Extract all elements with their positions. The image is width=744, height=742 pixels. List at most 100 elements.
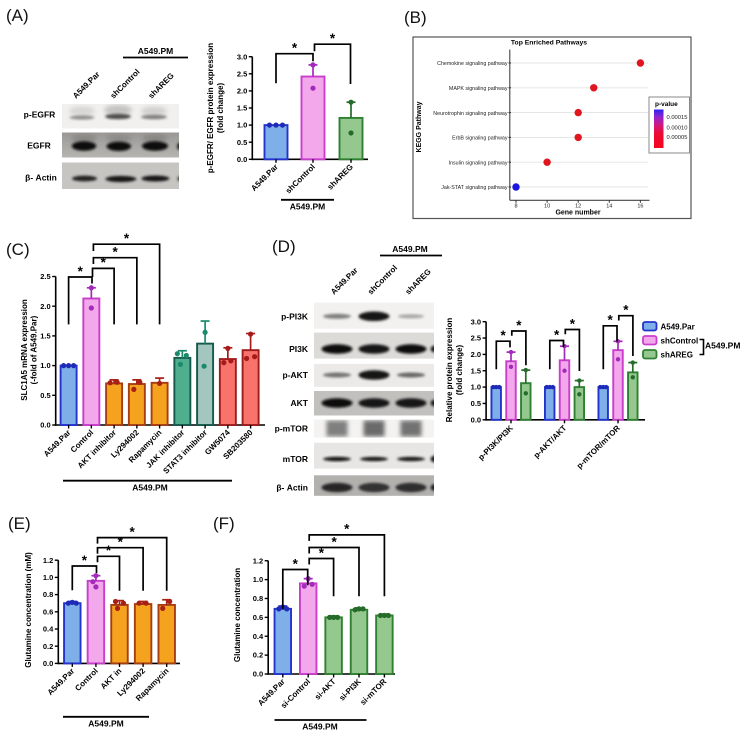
svg-text:PI3K: PI3K — [289, 344, 309, 354]
svg-text:Gene number: Gene number — [555, 210, 600, 217]
svg-text:1.5: 1.5 — [40, 332, 50, 341]
svg-text:p-EGFR: p-EGFR — [24, 110, 56, 120]
svg-text:Chemokine signaling pathway: Chemokine signaling pathway — [437, 61, 508, 67]
svg-text:*: * — [112, 245, 118, 260]
svg-text:A549.PM: A549.PM — [302, 722, 337, 732]
svg-text:0.4: 0.4 — [253, 632, 264, 641]
svg-text:Neurotrophin signaling pathway: Neurotrophin signaling pathway — [433, 111, 508, 117]
svg-text:*: * — [570, 316, 576, 331]
svg-text:*: * — [82, 553, 88, 568]
svg-text:2.5: 2.5 — [237, 69, 247, 78]
svg-text:16: 16 — [637, 204, 643, 210]
svg-text:*: * — [623, 303, 629, 318]
svg-text:A549.Par: A549.Par — [661, 323, 695, 332]
svg-text:*: * — [129, 524, 135, 539]
svg-text:2.5: 2.5 — [471, 334, 481, 343]
svg-text:β- Actin: β- Actin — [276, 483, 308, 493]
svg-text:0.6: 0.6 — [43, 607, 53, 616]
svg-text:ErbB signaling pathway: ErbB signaling pathway — [452, 136, 508, 142]
svg-text:*: * — [501, 328, 507, 343]
svg-text:p-value: p-value — [655, 101, 678, 108]
svg-text:*: * — [331, 534, 337, 549]
svg-text:1.0: 1.0 — [471, 383, 481, 392]
svg-text:(fold change): (fold change) — [455, 345, 464, 396]
svg-text:*: * — [292, 41, 298, 56]
svg-text:*: * — [344, 522, 350, 537]
svg-text:shControl: shControl — [661, 337, 699, 346]
svg-text:0.5: 0.5 — [40, 391, 50, 400]
svg-text:2.0: 2.0 — [237, 87, 247, 96]
svg-text:Jak-STAT signaling pathway: Jak-STAT signaling pathway — [441, 185, 508, 191]
svg-text:1.5: 1.5 — [237, 104, 247, 113]
svg-text:1.2: 1.2 — [253, 556, 263, 565]
svg-text:*: * — [330, 31, 336, 46]
svg-text:*: * — [319, 545, 325, 560]
svg-text:0.5: 0.5 — [237, 138, 247, 147]
svg-text:*: * — [101, 255, 107, 270]
svg-text:12: 12 — [575, 204, 581, 210]
svg-text:2.5: 2.5 — [40, 272, 50, 281]
svg-text:0.6: 0.6 — [253, 613, 263, 622]
svg-text:A549.PM: A549.PM — [392, 244, 427, 254]
svg-text:1.2: 1.2 — [43, 556, 53, 565]
svg-text:(E): (E) — [8, 514, 31, 533]
svg-text:p-AKT: p-AKT — [283, 370, 309, 380]
svg-text:MAPK signaling pathway: MAPK signaling pathway — [449, 86, 508, 92]
svg-text:EGFR: EGFR — [27, 141, 51, 151]
svg-text:A549.PM: A549.PM — [290, 202, 325, 212]
svg-text:Glutamine concentration: Glutamine concentration — [233, 568, 242, 662]
svg-text:2.0: 2.0 — [471, 350, 481, 359]
svg-text:(D): (D) — [272, 237, 296, 256]
svg-text:0.4: 0.4 — [43, 625, 54, 634]
svg-text:*: * — [554, 327, 560, 342]
svg-text:0.0: 0.0 — [471, 415, 481, 424]
svg-text:mTOR: mTOR — [283, 454, 308, 464]
svg-text:1.0: 1.0 — [253, 575, 263, 584]
svg-text:0.8: 0.8 — [253, 594, 263, 603]
svg-text:3.0: 3.0 — [471, 317, 481, 326]
svg-text:Top Enriched Pathways: Top Enriched Pathways — [511, 40, 587, 47]
svg-text:3.0: 3.0 — [237, 52, 247, 61]
svg-text:1.0: 1.0 — [237, 121, 247, 130]
svg-text:shAREG: shAREG — [661, 351, 693, 360]
svg-text:*: * — [106, 543, 112, 558]
svg-text:p-mTOR: p-mTOR — [275, 424, 308, 434]
svg-text:*: * — [124, 231, 130, 246]
svg-text:p-PI3K: p-PI3K — [281, 311, 309, 321]
svg-text:(F): (F) — [213, 514, 235, 533]
svg-text:A549.PM: A549.PM — [705, 341, 740, 351]
svg-text:*: * — [293, 556, 299, 571]
svg-text:1.5: 1.5 — [471, 366, 481, 375]
svg-text:(fold change): (fold change) — [216, 83, 225, 134]
svg-text:0.8: 0.8 — [43, 590, 53, 599]
svg-text:14: 14 — [606, 204, 612, 210]
svg-text:(A): (A) — [6, 6, 29, 25]
svg-text:1.0: 1.0 — [43, 573, 53, 582]
svg-text:*: * — [608, 313, 614, 328]
svg-text:Relative protein expression: Relative protein expression — [445, 318, 454, 423]
svg-text:0.00010: 0.00010 — [667, 125, 688, 131]
svg-text:A549.PM: A549.PM — [138, 46, 173, 56]
svg-text:A549.PM: A549.PM — [88, 719, 123, 729]
svg-text:2.0: 2.0 — [40, 302, 50, 311]
svg-text:1.0: 1.0 — [40, 361, 50, 370]
svg-text:0.0: 0.0 — [40, 421, 50, 430]
svg-text:β- Actin: β- Actin — [25, 173, 57, 183]
svg-text:AKT: AKT — [291, 398, 309, 408]
svg-text:SLC1A5 mRNA expression: SLC1A5 mRNA expression — [20, 299, 29, 401]
svg-text:8: 8 — [514, 204, 517, 210]
svg-text:0.0: 0.0 — [237, 155, 247, 164]
svg-text:p-EGFR/ EGFR protein expressio: p-EGFR/ EGFR protein expression — [206, 43, 215, 173]
svg-text:*: * — [78, 264, 84, 279]
svg-text:*: * — [516, 318, 522, 333]
svg-text:(C): (C) — [6, 240, 30, 259]
svg-text:10: 10 — [544, 204, 550, 210]
svg-text:0.0: 0.0 — [253, 670, 263, 679]
svg-text:0.0: 0.0 — [43, 659, 53, 668]
svg-text:KEGG Pathway: KEGG Pathway — [416, 101, 423, 152]
svg-text:0.00015: 0.00015 — [667, 115, 688, 121]
svg-text:A549.PM: A549.PM — [132, 483, 167, 493]
svg-text:(-fold of A549.Par): (-fold of A549.Par) — [30, 315, 39, 384]
svg-text:(B): (B) — [404, 8, 427, 27]
svg-text:0.2: 0.2 — [43, 642, 53, 651]
